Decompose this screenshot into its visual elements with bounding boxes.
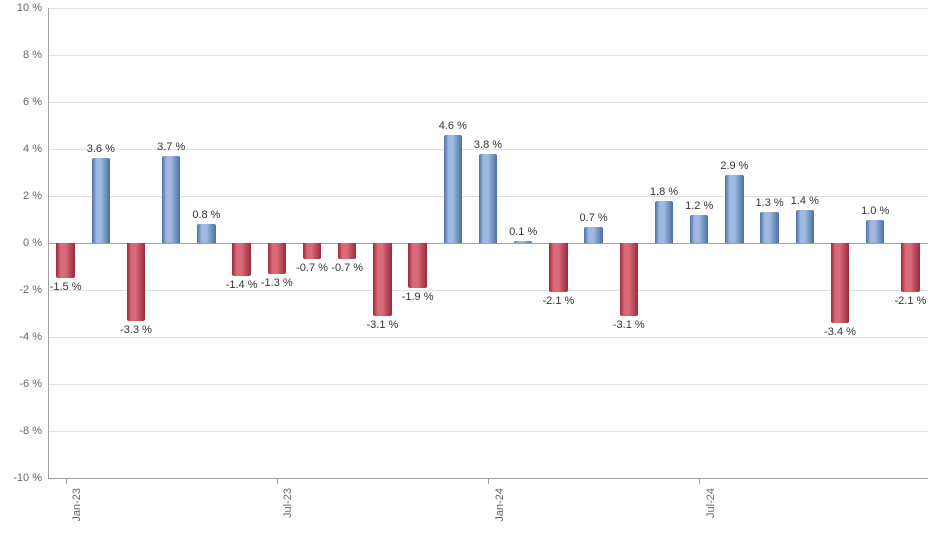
bar-value-label: 1.2 % <box>685 200 713 212</box>
bar-positive <box>725 175 743 243</box>
bar-value-label: -1.9 % <box>402 291 434 303</box>
x-tick-label: Jul-23 <box>282 488 294 518</box>
x-tick-mark <box>699 478 700 484</box>
y-tick-label: 6 % <box>23 96 48 108</box>
bar-negative <box>549 243 567 292</box>
bar-positive <box>655 201 673 243</box>
y-tick-label: 8 % <box>23 49 48 61</box>
bar-positive <box>444 135 462 243</box>
bar-negative <box>373 243 391 316</box>
y-tick-label: 10 % <box>17 2 48 14</box>
gridline <box>48 384 928 385</box>
bar-negative <box>268 243 286 274</box>
bar-negative <box>338 243 356 259</box>
y-tick-label: -8 % <box>19 425 48 437</box>
y-tick-label: 0 % <box>23 237 48 249</box>
bar-value-label: 0.8 % <box>192 209 220 221</box>
bar-positive <box>690 215 708 243</box>
y-tick-label: -4 % <box>19 331 48 343</box>
bar-value-label: 2.9 % <box>720 160 748 172</box>
y-tick-label: -6 % <box>19 378 48 390</box>
y-tick-label: -2 % <box>19 284 48 296</box>
bar-value-label: 4.6 % <box>439 120 467 132</box>
x-tick-label: Jul-24 <box>705 488 717 518</box>
bar-negative <box>232 243 250 276</box>
bar-positive <box>479 154 497 243</box>
gridline <box>48 290 928 291</box>
bar-value-label: -3.1 % <box>613 319 645 331</box>
bar-negative <box>831 243 849 323</box>
bar-value-label: -2.1 % <box>542 295 574 307</box>
bar-positive <box>92 158 110 243</box>
bar-value-label: -3.3 % <box>120 324 152 336</box>
bar-value-label: -0.7 % <box>331 262 363 274</box>
gridline <box>48 337 928 338</box>
y-tick-label: 2 % <box>23 190 48 202</box>
bar-positive <box>866 220 884 244</box>
bar-negative <box>408 243 426 288</box>
bar-positive <box>197 224 215 243</box>
x-tick-mark <box>488 478 489 484</box>
bar-negative <box>127 243 145 321</box>
plot-area: -10 %-8 %-6 %-4 %-2 %0 %2 %4 %6 %8 %10 %… <box>48 8 928 478</box>
x-tick-mark <box>66 478 67 484</box>
bar-negative <box>901 243 919 292</box>
x-tick-label: Jan-24 <box>494 488 506 522</box>
bar-negative <box>303 243 321 259</box>
bar-positive <box>514 241 532 243</box>
y-axis-line <box>48 8 49 478</box>
bar-value-label: 0.1 % <box>509 226 537 238</box>
y-tick-label: -10 % <box>13 472 48 484</box>
bar-value-label: -3.1 % <box>366 319 398 331</box>
bar-value-label: -1.3 % <box>261 277 293 289</box>
bar-value-label: -1.5 % <box>50 281 82 293</box>
bar-positive <box>796 210 814 243</box>
bar-value-label: 1.0 % <box>861 205 889 217</box>
bar-value-label: 3.7 % <box>157 141 185 153</box>
percentage-bar-chart: -10 % -8 % -6 % -4 % -2 % 0 % 2 % 4 % 6 % 8 % 10 %… <box>0 0 940 550</box>
bar-value-label: -0.7 % <box>296 262 328 274</box>
bar-value-label: 1.8 % <box>650 186 678 198</box>
gridline <box>48 431 928 432</box>
bar-value-label: 1.4 % <box>791 195 819 207</box>
bar-negative <box>56 243 74 278</box>
bar-negative <box>620 243 638 316</box>
bar-value-label: 1.3 % <box>756 197 784 209</box>
x-tick-label: Jan-23 <box>71 488 83 522</box>
x-tick-mark <box>277 478 278 484</box>
zero-gridline <box>48 243 928 244</box>
bar-value-label: 3.6 % <box>87 143 115 155</box>
bar-value-label: -1.4 % <box>226 279 258 291</box>
bar-positive <box>162 156 180 243</box>
bar-value-label: 0.7 % <box>580 212 608 224</box>
bar-positive <box>760 212 778 243</box>
gridline <box>48 102 928 103</box>
bar-positive <box>584 227 602 243</box>
bar-value-label: -2.1 % <box>894 295 926 307</box>
bar-value-label: -3.4 % <box>824 326 856 338</box>
gridline <box>48 55 928 56</box>
y-tick-label: 4 % <box>23 143 48 155</box>
gridline <box>48 8 928 9</box>
bar-value-label: 3.8 % <box>474 139 502 151</box>
